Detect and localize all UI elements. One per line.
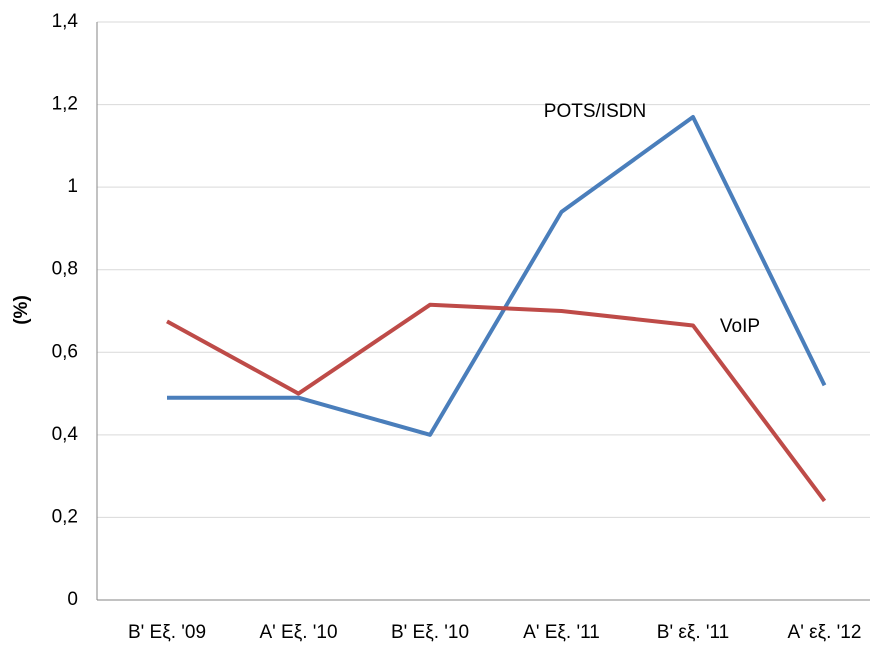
series-line: [167, 114, 827, 437]
y-tick-label: 1,2: [52, 94, 78, 115]
y-tick-label: 0,4: [52, 424, 79, 445]
series-line: [166, 302, 827, 503]
y-tick-label: 0,2: [52, 506, 78, 527]
series-label: VoIP: [720, 316, 760, 337]
y-tick-label: 0,8: [52, 259, 78, 280]
x-tick-label: A' Εξ. '10: [259, 622, 337, 643]
x-tick-label: B' Εξ. '09: [128, 622, 206, 643]
x-tick-label: A' εξ. '12: [788, 622, 862, 643]
y-tick-label: 0: [67, 589, 78, 610]
x-tick-label: A' Εξ. '11: [523, 622, 600, 643]
series-label: POTS/ISDN: [544, 101, 646, 122]
x-tick-label: B' Εξ. '10: [391, 622, 469, 643]
y-tick-label: 0,6: [52, 341, 78, 362]
y-tick-label: 1: [67, 176, 78, 197]
x-tick-label: B' εξ. '11: [657, 622, 729, 643]
y-axis-label: (%): [11, 295, 32, 325]
y-tick-label: 1,4: [52, 11, 79, 32]
